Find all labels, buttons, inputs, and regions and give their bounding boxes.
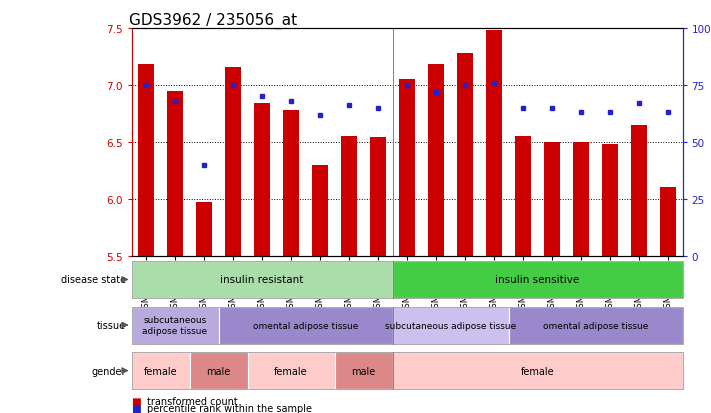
Text: female: female <box>144 366 177 376</box>
Bar <box>341 137 357 256</box>
Bar <box>660 188 676 256</box>
Bar <box>544 142 560 256</box>
Bar <box>457 54 473 256</box>
Text: female: female <box>520 366 555 376</box>
Bar <box>254 104 270 256</box>
Bar <box>132 307 218 344</box>
Bar <box>225 67 241 256</box>
Bar <box>602 145 618 256</box>
Bar <box>335 352 392 389</box>
Text: male: male <box>351 366 375 376</box>
Text: gender: gender <box>92 366 126 376</box>
Text: omental adipose tissue: omental adipose tissue <box>543 321 648 330</box>
Bar <box>631 126 647 256</box>
Text: subcutaneous adipose tissue: subcutaneous adipose tissue <box>385 321 516 330</box>
Bar <box>573 142 589 256</box>
Text: transformed count: transformed count <box>147 396 238 406</box>
Bar <box>515 137 531 256</box>
Bar <box>196 203 212 256</box>
Text: tissue: tissue <box>97 320 126 330</box>
Bar <box>370 138 386 256</box>
Bar <box>138 65 154 256</box>
Bar <box>132 261 392 298</box>
Bar <box>392 261 683 298</box>
Text: percentile rank within the sample: percentile rank within the sample <box>147 403 312 413</box>
Text: subcutaneous
adipose tissue: subcutaneous adipose tissue <box>142 316 208 335</box>
Bar <box>508 307 683 344</box>
Bar <box>392 352 683 389</box>
Text: disease state: disease state <box>61 275 126 285</box>
Bar <box>167 91 183 256</box>
Bar <box>392 307 508 344</box>
Bar <box>132 352 190 389</box>
Text: male: male <box>206 366 230 376</box>
Bar <box>428 65 444 256</box>
Text: ■: ■ <box>132 403 145 413</box>
Text: ■: ■ <box>132 396 145 406</box>
Text: insulin sensitive: insulin sensitive <box>496 275 579 285</box>
Bar <box>283 111 299 256</box>
Bar <box>218 307 392 344</box>
Text: female: female <box>274 366 308 376</box>
Text: insulin resistant: insulin resistant <box>220 275 304 285</box>
Bar <box>486 31 502 256</box>
Bar <box>399 80 415 256</box>
Bar <box>247 352 335 389</box>
Bar <box>190 352 247 389</box>
Text: omental adipose tissue: omental adipose tissue <box>253 321 358 330</box>
Text: GDS3962 / 235056_at: GDS3962 / 235056_at <box>129 13 297 29</box>
Bar <box>312 165 328 256</box>
